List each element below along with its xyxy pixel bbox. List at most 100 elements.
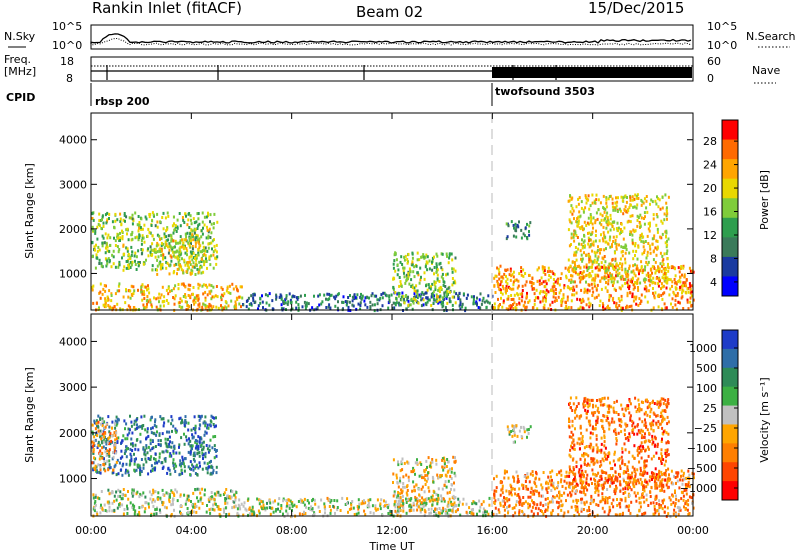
heatmap-cell	[196, 496, 198, 500]
heatmap-cell	[419, 510, 422, 514]
heatmap-cell	[598, 304, 601, 308]
heatmap-cell	[187, 442, 190, 446]
heatmap-cell	[616, 504, 619, 507]
heatmap-cell	[174, 462, 177, 466]
heatmap-cell	[659, 207, 662, 211]
heatmap-cell	[621, 199, 624, 203]
heatmap-cell	[508, 490, 511, 494]
heatmap-cell	[121, 229, 123, 233]
heatmap-cell	[629, 474, 632, 478]
heatmap-cell	[554, 291, 557, 295]
heatmap-cell	[358, 505, 360, 509]
heatmap-cell	[206, 249, 209, 253]
heatmap-cell	[139, 469, 142, 472]
heatmap-cell	[560, 480, 562, 484]
heatmap-cell	[234, 300, 237, 304]
heatmap-cell	[629, 203, 632, 207]
heatmap-cell	[142, 236, 145, 240]
heatmap-cell	[434, 512, 437, 515]
heatmap-cell	[130, 216, 133, 220]
heatmap-cell	[443, 294, 446, 298]
heatmap-cell	[614, 208, 617, 212]
heatmap-cell	[128, 262, 131, 266]
heatmap-cell	[590, 274, 593, 278]
heatmap-cell	[393, 500, 396, 504]
heatmap-cell	[141, 424, 143, 428]
heatmap-cell	[389, 510, 392, 513]
heatmap-cell	[510, 488, 513, 492]
heatmap-cell	[615, 270, 618, 274]
heatmap-cell	[247, 513, 249, 517]
colorbar-tick-label: 8	[710, 252, 717, 265]
heatmap-cell	[649, 495, 652, 498]
colorbar-swatch	[722, 237, 738, 258]
heatmap-cell	[105, 422, 108, 426]
heatmap-cell	[126, 504, 128, 508]
heatmap-cell	[645, 256, 648, 260]
heatmap-cell	[621, 254, 624, 258]
heatmap-cell	[405, 511, 408, 515]
heatmap-cell	[454, 301, 457, 305]
heatmap-cell	[538, 491, 541, 495]
heatmap-cell	[614, 288, 617, 292]
heatmap-cell	[576, 265, 579, 269]
heatmap-cell	[111, 434, 114, 438]
heatmap-cell	[311, 306, 314, 310]
heatmap-cell	[640, 299, 643, 303]
heatmap-cell	[199, 499, 202, 503]
heatmap-cell	[189, 467, 191, 471]
heatmap-cell	[639, 225, 642, 228]
heatmap-cell	[598, 239, 601, 243]
heatmap-cell	[188, 437, 190, 441]
heatmap-cell	[572, 267, 575, 271]
heatmap-cell	[550, 489, 553, 492]
heatmap-cell	[203, 493, 206, 497]
heatmap-cell	[131, 237, 134, 241]
heatmap-cell	[588, 258, 591, 261]
heatmap-cell	[233, 500, 236, 504]
heatmap-cell	[219, 508, 222, 511]
heatmap-cell	[395, 499, 398, 503]
heatmap-cell	[495, 486, 498, 490]
heatmap-cell	[652, 501, 655, 505]
heatmap-cell	[596, 249, 599, 252]
heatmap-cell	[184, 285, 187, 289]
heatmap-cell	[215, 250, 218, 254]
heatmap-cell	[393, 490, 396, 494]
heatmap-cell	[99, 465, 102, 469]
heatmap-cell	[581, 259, 584, 263]
heatmap-cell	[582, 508, 585, 511]
heatmap-cell	[594, 219, 597, 223]
heatmap-cell	[617, 297, 620, 301]
heatmap-cell	[399, 479, 401, 483]
heatmap-cell	[475, 502, 478, 506]
heatmap-cell	[260, 505, 263, 509]
heatmap-cell	[594, 273, 597, 277]
heatmap-cell	[174, 427, 177, 431]
heatmap-cell	[590, 259, 593, 263]
heatmap-cell	[435, 513, 438, 517]
heatmap-cell	[182, 271, 185, 275]
heatmap-cell	[180, 468, 183, 472]
heatmap-cell	[157, 496, 160, 500]
heatmap-cell	[525, 305, 528, 309]
heatmap-cell	[605, 240, 608, 244]
heatmap-cell	[661, 264, 664, 268]
heatmap-cell	[651, 200, 654, 204]
heatmap-cell	[366, 295, 369, 299]
heatmap-cell	[588, 283, 591, 287]
heatmap-cell	[591, 278, 594, 282]
heatmap-cell	[424, 483, 427, 486]
heatmap-cell	[129, 462, 132, 466]
heatmap-cell	[158, 452, 161, 456]
heatmap-cell	[630, 270, 633, 274]
heatmap-cell	[142, 307, 145, 311]
heatmap-cell	[643, 217, 645, 220]
heatmap-cell	[413, 292, 416, 296]
heatmap-cell	[485, 306, 488, 310]
heatmap-cell	[487, 294, 490, 298]
heatmap-cell	[179, 239, 182, 243]
heatmap-cell	[441, 487, 444, 491]
heatmap-cell	[406, 261, 409, 265]
heatmap-cell	[153, 457, 155, 461]
